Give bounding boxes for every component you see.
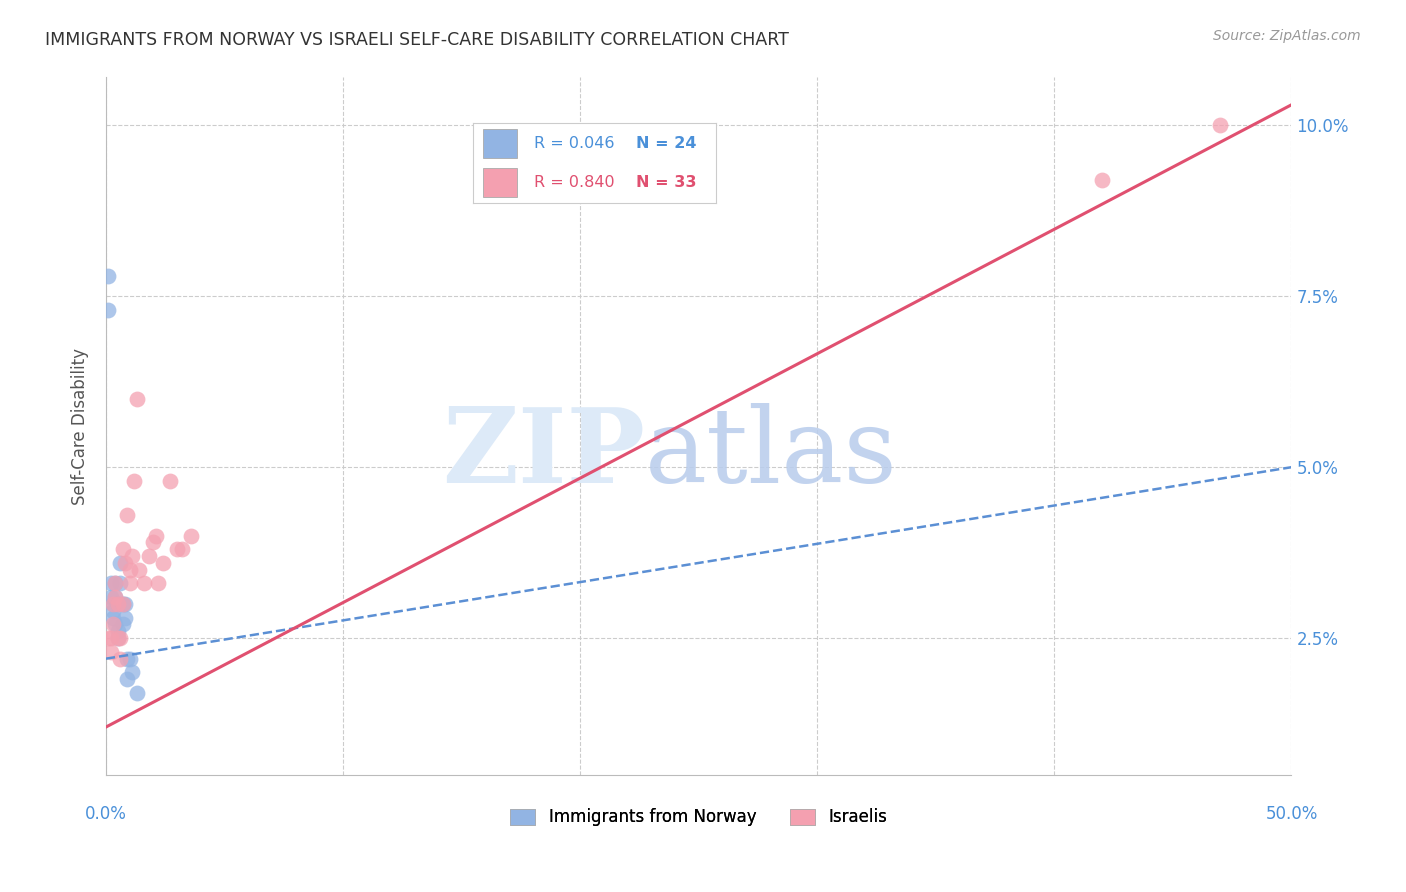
Point [132,576,155,591]
Point [101,597,124,611]
Text: ZIP: ZIP [443,403,645,505]
Point [107,631,129,645]
Legend: Immigrants from Norway, Israelis: Immigrants from Norway, Israelis [503,802,894,833]
Point [142,535,165,549]
Point [121,549,143,563]
Point [100,645,122,659]
Text: Source: ZipAtlas.com: Source: ZipAtlas.com [1213,29,1361,43]
Point [111,597,134,611]
Point [100,576,122,591]
Point [124,474,146,488]
Point [118,576,141,591]
Point [170,542,193,557]
Point [97,268,120,283]
Point [114,597,136,611]
Point [101,597,124,611]
Point [101,610,124,624]
Point [107,597,129,611]
Point [104,617,127,632]
Point [104,576,127,591]
Point [125,392,148,406]
Point [97,302,120,317]
Point [108,556,131,570]
Point [1091,173,1114,187]
Point [114,556,136,570]
Point [100,590,122,604]
Point [114,610,136,624]
Text: IMMIGRANTS FROM NORWAY VS ISRAELI SELF-CARE DISABILITY CORRELATION CHART: IMMIGRANTS FROM NORWAY VS ISRAELI SELF-C… [45,31,789,49]
Point [104,576,127,591]
Point [101,617,124,632]
Text: 0.0%: 0.0% [84,805,127,823]
Point [104,590,127,604]
Point [117,508,139,522]
Point [108,651,131,665]
Point [121,665,143,680]
Point [100,631,122,645]
Text: atlas: atlas [645,403,898,505]
Point [97,631,120,645]
Point [118,563,141,577]
Point [111,597,134,611]
Point [104,590,127,604]
Point [107,597,129,611]
Point [101,604,124,618]
Point [107,624,129,639]
Point [152,556,174,570]
Point [146,576,169,591]
Point [118,651,141,665]
Point [108,631,131,645]
Point [117,672,139,686]
Point [117,651,139,665]
Point [111,542,134,557]
Text: 50.0%: 50.0% [1265,805,1317,823]
Point [138,549,160,563]
Y-axis label: Self-Care Disability: Self-Care Disability [72,348,89,505]
Point [1209,118,1232,132]
Point [166,542,188,557]
Point [159,474,181,488]
Point [128,563,150,577]
Point [107,631,129,645]
Point [108,576,131,591]
Point [180,528,202,542]
Point [145,528,167,542]
Point [125,686,148,700]
Point [111,617,134,632]
